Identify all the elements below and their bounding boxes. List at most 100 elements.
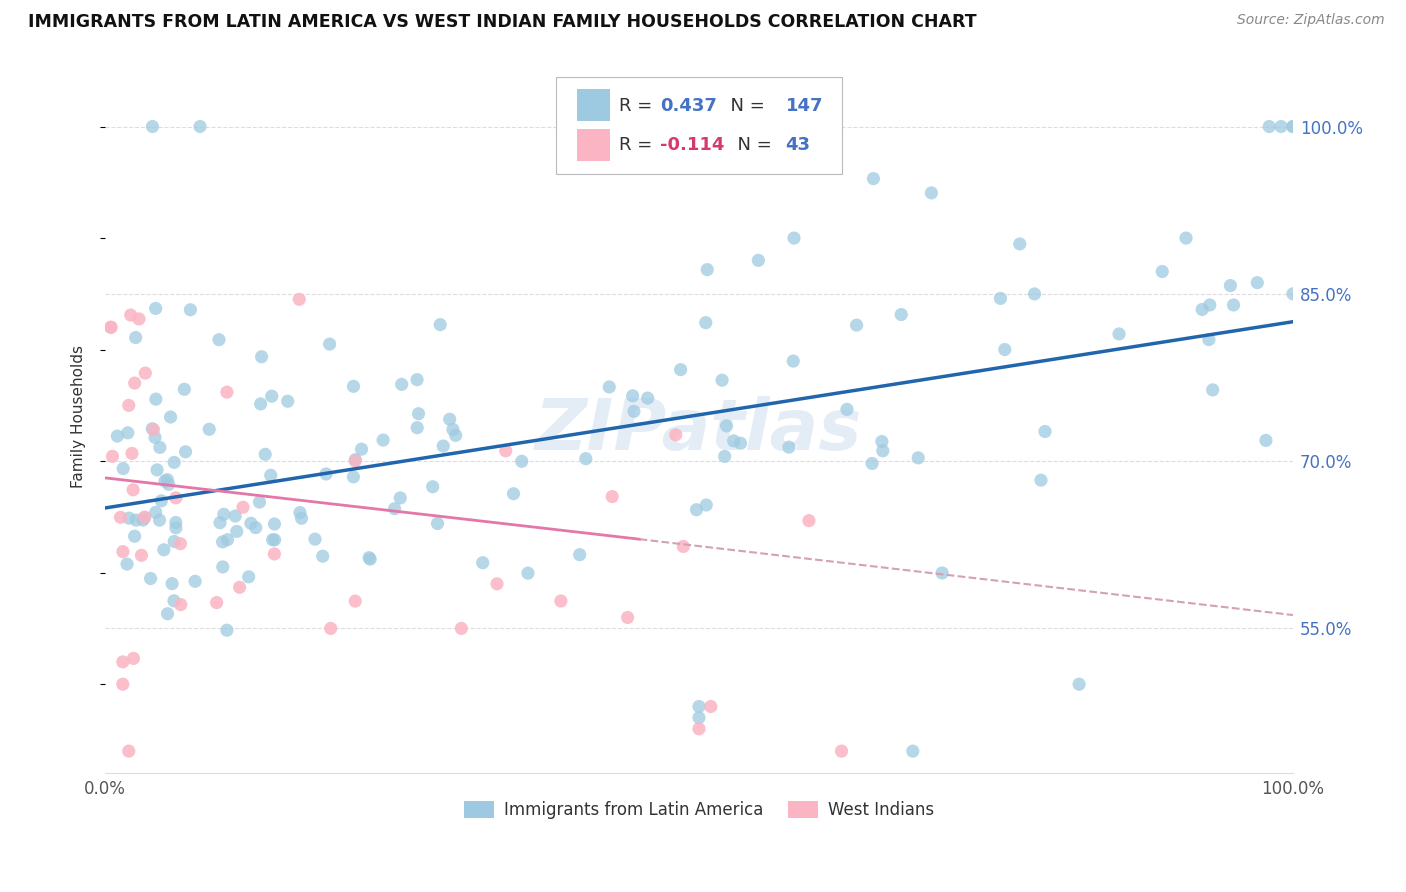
Point — [616, 610, 638, 624]
Point — [1198, 298, 1220, 312]
Point — [232, 500, 254, 515]
Point — [153, 542, 176, 557]
Point — [495, 443, 517, 458]
Point — [711, 373, 734, 387]
Point — [575, 451, 598, 466]
Text: N =: N = — [727, 136, 778, 154]
Point — [245, 521, 267, 535]
Point — [143, 430, 166, 444]
Point — [263, 547, 285, 561]
Point — [1222, 298, 1244, 312]
Point — [211, 535, 233, 549]
Point — [149, 441, 172, 455]
Point — [716, 418, 738, 433]
Point — [128, 312, 150, 326]
Point — [145, 392, 167, 406]
Point — [359, 550, 381, 565]
Point — [797, 514, 820, 528]
Point — [901, 744, 924, 758]
Point — [994, 343, 1017, 357]
Text: 0.437: 0.437 — [659, 97, 717, 115]
FancyBboxPatch shape — [576, 129, 610, 161]
Point — [695, 316, 717, 330]
Point — [1219, 278, 1241, 293]
Point — [277, 394, 299, 409]
Point — [406, 373, 429, 387]
Point — [205, 596, 228, 610]
Point — [778, 440, 800, 454]
Point — [125, 513, 148, 527]
Point — [1258, 120, 1281, 134]
Point — [688, 699, 710, 714]
Point — [845, 318, 868, 332]
Point — [1254, 434, 1277, 448]
Point — [783, 231, 806, 245]
Point — [550, 594, 572, 608]
Point — [225, 524, 247, 539]
Text: Source: ZipAtlas.com: Source: ZipAtlas.com — [1237, 13, 1385, 28]
Point — [239, 516, 262, 531]
Text: R =: R = — [620, 136, 658, 154]
Point — [217, 533, 239, 547]
Point — [890, 308, 912, 322]
Text: 43: 43 — [786, 136, 811, 154]
Point — [159, 410, 181, 425]
Point — [406, 420, 429, 434]
Point — [860, 457, 883, 471]
Point — [118, 398, 141, 412]
Point — [228, 580, 250, 594]
Point — [429, 318, 451, 332]
Legend: Immigrants from Latin America, West Indians: Immigrants from Latin America, West Indi… — [457, 794, 941, 826]
Point — [831, 744, 853, 758]
Point — [212, 508, 235, 522]
FancyBboxPatch shape — [576, 89, 610, 121]
Point — [672, 540, 695, 554]
Point — [148, 513, 170, 527]
Point — [439, 412, 461, 426]
Point — [568, 548, 591, 562]
Point — [122, 651, 145, 665]
Point — [312, 549, 335, 564]
Point — [598, 380, 620, 394]
Point — [344, 454, 367, 468]
Point — [1108, 326, 1130, 341]
Point — [165, 521, 187, 535]
Point — [101, 450, 124, 464]
Point — [342, 379, 364, 393]
Point — [198, 422, 221, 436]
Point — [1282, 286, 1305, 301]
Point — [319, 622, 342, 636]
Point — [318, 337, 340, 351]
Point — [134, 366, 156, 380]
Point — [254, 447, 277, 461]
Point — [1191, 302, 1213, 317]
Point — [426, 516, 449, 531]
Point — [1029, 473, 1052, 487]
Point — [1202, 383, 1225, 397]
Point — [118, 511, 141, 525]
Point — [290, 511, 312, 525]
Point — [872, 443, 894, 458]
Point — [862, 171, 884, 186]
Point — [100, 320, 122, 334]
Text: ZIPatlas: ZIPatlas — [536, 396, 863, 466]
Point — [153, 474, 176, 488]
Point — [156, 473, 179, 487]
Point — [444, 428, 467, 442]
Point — [304, 532, 326, 546]
Point — [150, 493, 173, 508]
Point — [117, 425, 139, 440]
Point — [450, 622, 472, 636]
Point — [637, 391, 659, 405]
Point — [713, 450, 735, 464]
Point — [163, 594, 186, 608]
Point — [124, 330, 146, 344]
Point — [1175, 231, 1198, 245]
Text: IMMIGRANTS FROM LATIN AMERICA VS WEST INDIAN FAMILY HOUSEHOLDS CORRELATION CHART: IMMIGRANTS FROM LATIN AMERICA VS WEST IN… — [28, 13, 977, 31]
Point — [669, 362, 692, 376]
Point — [224, 508, 246, 523]
Point — [263, 533, 285, 547]
Point — [249, 495, 271, 509]
Point — [250, 350, 273, 364]
Point — [1198, 333, 1220, 347]
